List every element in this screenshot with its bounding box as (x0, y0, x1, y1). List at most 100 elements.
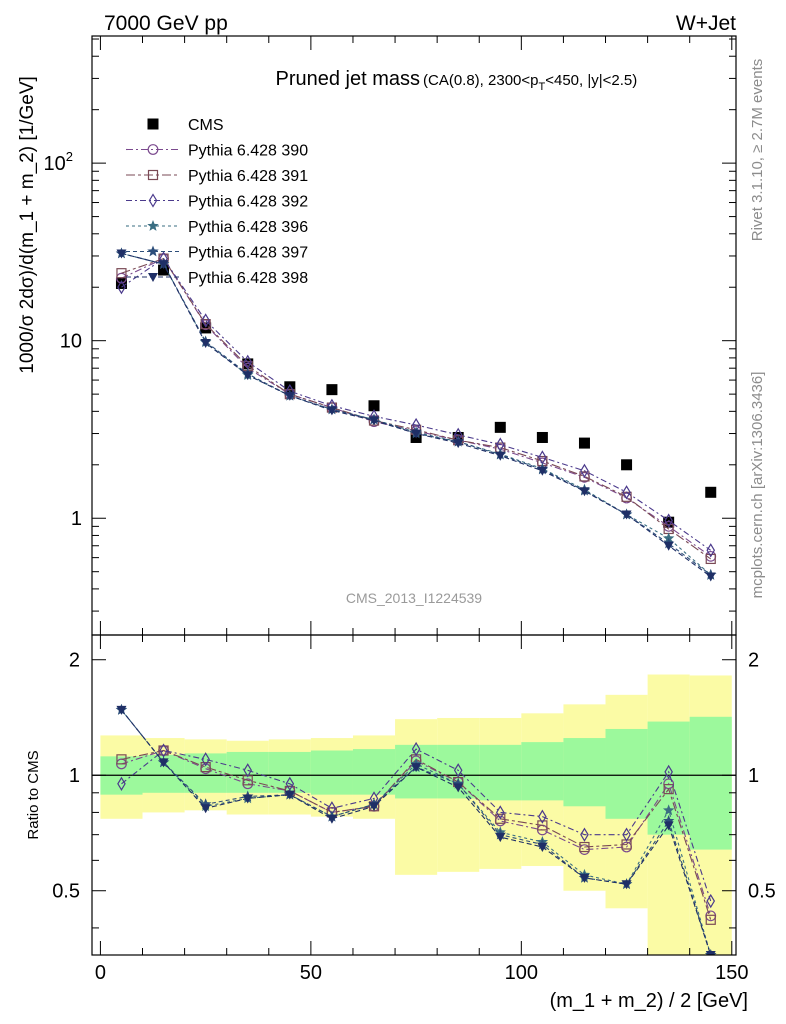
ratio-band-stat (352, 749, 396, 795)
ratio-point-series-pythia-6-428-398 (200, 804, 211, 814)
ratio-band-stat (521, 742, 564, 801)
ratio-point-series-pythia-6-428-397 (662, 814, 675, 826)
main-point-series-pythia-6-428-392 (201, 313, 210, 328)
rivet-label: Rivet 3.1.10, ≥ 2.7M events (749, 59, 766, 242)
ratio-band-stat (226, 751, 269, 793)
ratio-point-series-pythia-6-428-398 (537, 843, 548, 853)
ratio-point-series-pythia-6-428-391 (537, 820, 548, 831)
ratio-point-series-pythia-6-428-392 (664, 764, 673, 780)
main-point-series-pythia-6-428-398 (116, 249, 127, 259)
main-point-series-pythia-6-428-398 (158, 260, 169, 270)
legend-pythia-6-428-398: Pythia 6.428 398 (126, 270, 308, 287)
ratio-point-series-pythia-6-428-398 (242, 794, 253, 804)
ratio-line-series-pythia-6-428-390 (121, 749, 712, 917)
ratio-point-series-pythia-6-428-398 (495, 833, 506, 843)
main-y-tick-label: 10 (60, 331, 82, 353)
main-point-series-pythia-6-428-398 (200, 339, 211, 349)
chart-title: Pruned jet mass (275, 68, 420, 90)
legend-marker (147, 144, 159, 155)
main-point-series-cms (200, 322, 212, 334)
ratio-point-series-pythia-6-428-392 (243, 763, 253, 778)
legend-label: Pythia 6.428 391 (188, 168, 308, 185)
main-point-series-cms (494, 421, 506, 433)
ratio-point-series-pythia-6-428-398 (579, 873, 590, 883)
legend-label: Pythia 6.428 396 (188, 219, 308, 236)
ratio-point-series-pythia-6-428-398 (369, 802, 380, 812)
title-cut-rest: <450, |y|<2.5) (545, 72, 637, 89)
ratio-point-series-pythia-6-428-398 (116, 705, 127, 715)
main-y-axis-label: 1000/σ 2dσ)/d(m_1 + m_2) [1/GeV] (17, 76, 38, 374)
ratio-band-stat (689, 716, 732, 850)
ratio-point-series-pythia-6-428-392 (453, 763, 463, 778)
legend-marker (148, 273, 158, 282)
ratio-point-series-pythia-6-428-396 (662, 804, 675, 816)
ratio-y-tick-label-left: 0.5 (52, 881, 80, 903)
main-point-series-cms (536, 431, 548, 443)
ratio-point-series-pythia-6-428-398 (158, 758, 169, 768)
ratio-point-series-pythia-6-428-392 (622, 827, 631, 842)
legend-marker (147, 245, 159, 257)
ratio-axis-ticks (92, 635, 736, 955)
ratio-point-series-pythia-6-428-398 (284, 790, 295, 800)
ratio-point-series-pythia-6-428-391 (705, 914, 716, 925)
ratio-frame (91, 634, 737, 956)
legend-label: Pythia 6.428 390 (188, 143, 308, 160)
ratio-y-tick-label-right: 2 (748, 650, 759, 672)
ratio-y-tick-labels: 0.5 0.5 1 1 2 2 (52, 650, 776, 903)
source-label: mcplots.cern.ch [arXiv:1306.3436] (749, 372, 766, 599)
main-plot-area (115, 247, 717, 582)
main-line-series-pythia-6-428-397 (121, 252, 712, 576)
main-point-series-pythia-6-428-398 (495, 451, 506, 461)
energy-label: 7000 GeV pp (104, 12, 228, 35)
ratio-band-stat (605, 728, 648, 819)
legend-label: Pythia 6.428 397 (188, 245, 308, 262)
title-cut-main: (CA(0.8), 2300<p (423, 72, 538, 89)
ratio-point-series-pythia-6-428-392 (201, 752, 210, 767)
ratio-point-series-pythia-6-428-391 (200, 762, 211, 773)
ratio-point-series-pythia-6-428-392 (538, 809, 547, 824)
ratio-line-series-pythia-6-428-392 (121, 748, 712, 902)
ratio-point-series-pythia-6-428-398 (663, 821, 674, 831)
main-line-series-pythia-6-428-392 (121, 257, 712, 551)
x-axis-label: (m_1 + m_2) / 2 [GeV] (550, 990, 748, 1012)
main-point-series-cms (368, 400, 380, 412)
main-y-tick-label: 102 (44, 149, 73, 175)
main-point-series-pythia-6-428-391 (579, 471, 590, 482)
ratio-plot-area (92, 674, 736, 955)
ratio-point-series-pythia-6-428-398 (705, 951, 716, 955)
legend-pythia-6-428-391: Pythia 6.428 391 (126, 168, 308, 185)
legend: CMS Pythia 6.428 390 Pythia 6.428 391 Pythi… (126, 117, 308, 287)
main-point-series-pythia-6-428-398 (705, 572, 716, 582)
ratio-point-series-pythia-6-428-397 (452, 777, 464, 789)
ratio-point-series-pythia-6-428-392 (580, 827, 589, 842)
analysis-tag: CMS_2013_I1224539 (346, 590, 482, 606)
main-point-series-cms (621, 459, 633, 471)
x-tick-label: 0 (95, 962, 106, 984)
main-point-series-pythia-6-428-398 (326, 406, 337, 416)
legend-label: Pythia 6.428 392 (188, 194, 308, 211)
x-tick-label: 50 (300, 962, 322, 984)
ratio-point-series-pythia-6-428-391 (116, 754, 127, 765)
ratio-point-series-pythia-6-428-392 (495, 805, 505, 820)
main-point-series-cms (705, 486, 717, 498)
chart-title-cuts: (CA(0.8), 2300<pT<450, |y|<2.5) (423, 72, 637, 93)
main-y-tick-labels: 1 10 102 (44, 149, 82, 530)
main-point-series-pythia-6-428-392 (580, 463, 589, 478)
ratio-point-series-pythia-6-428-391 (158, 745, 169, 756)
ratio-point-series-pythia-6-428-392 (117, 776, 126, 791)
legend-marker (147, 220, 159, 231)
main-point-series-pythia-6-428-392 (622, 485, 631, 500)
ratio-point-series-pythia-6-428-398 (453, 783, 464, 793)
main-point-series-pythia-6-428-398 (621, 510, 632, 520)
legend-marker (148, 193, 158, 208)
main-point-series-cms (663, 516, 675, 528)
legend-pythia-6-428-396: Pythia 6.428 396 (126, 219, 308, 236)
main-point-series-cms (158, 264, 170, 276)
title-cut-sub: T (538, 81, 545, 93)
ratio-point-series-pythia-6-428-398 (326, 814, 337, 824)
ratio-y-axis-label: Ratio to CMS (25, 750, 42, 839)
legend-pythia-6-428-390: Pythia 6.428 390 (126, 143, 308, 160)
ratio-band-stat (310, 750, 353, 795)
ratio-point-series-pythia-6-428-392 (411, 741, 421, 757)
